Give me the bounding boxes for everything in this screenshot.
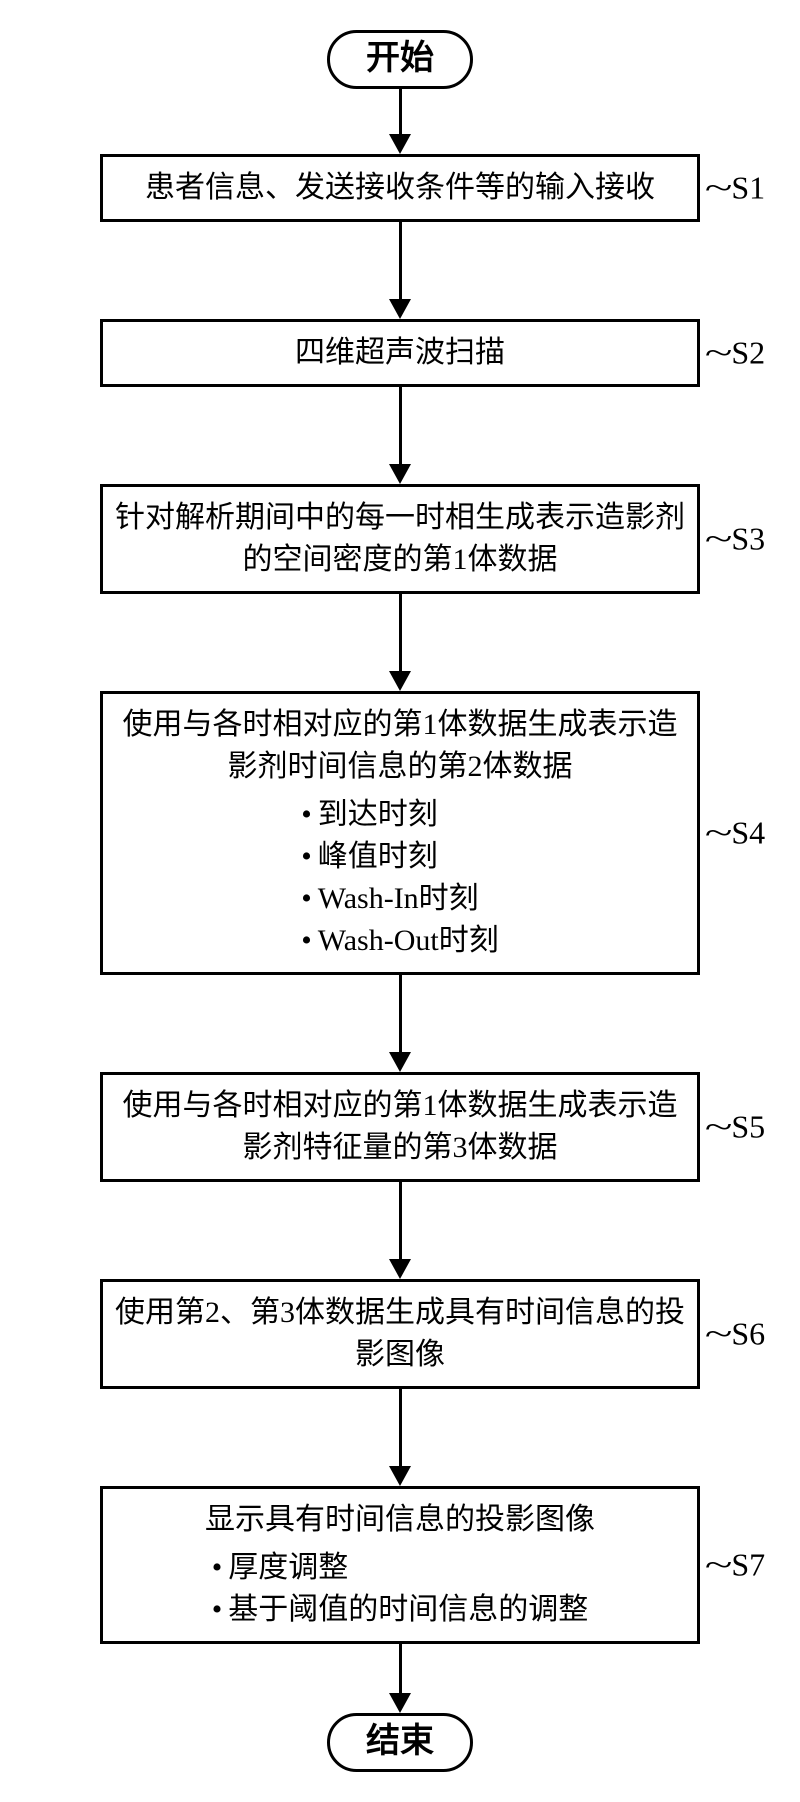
process-s2: 四维超声波扫描 — [100, 319, 700, 387]
process-text: 使用第2、第3体数据生成具有时间信息的投影图像 — [115, 1292, 685, 1376]
step-label: ~S4 — [710, 814, 765, 851]
process-s6: 使用第2、第3体数据生成具有时间信息的投影图像 — [100, 1279, 700, 1389]
bullet-item: 峰值时刻 — [301, 836, 498, 878]
process-text: 患者信息、发送接收条件等的输入接收 — [115, 167, 685, 209]
process-text: 四维超声波扫描 — [115, 332, 685, 374]
step-label: ~S6 — [710, 1315, 765, 1352]
arrow — [389, 1182, 411, 1279]
arrow — [389, 387, 411, 484]
process-s5: 使用与各时相对应的第1体数据生成表示造影剂特征量的第3体数据 — [100, 1072, 700, 1182]
process-s3: 针对解析期间中的每一时相生成表示造影剂的空间密度的第1体数据 — [100, 484, 700, 594]
arrow — [389, 89, 411, 154]
terminator-start: 开始 — [327, 30, 473, 89]
step-id: S6 — [731, 1315, 765, 1352]
step-row: 四维超声波扫描 ~S2 — [40, 319, 760, 387]
process-s4: 使用与各时相对应的第1体数据生成表示造影剂时间信息的第2体数据 到达时刻 峰值时… — [100, 691, 700, 975]
bullet-item: 厚度调整 — [212, 1547, 589, 1589]
process-s1: 患者信息、发送接收条件等的输入接收 — [100, 154, 700, 222]
flowchart-container: 开始 患者信息、发送接收条件等的输入接收 ~S1 四维超声波扫描 ~S2 针对解… — [40, 30, 760, 1772]
step-label: ~S2 — [710, 334, 765, 371]
arrow — [389, 594, 411, 691]
step-row: 使用与各时相对应的第1体数据生成表示造影剂特征量的第3体数据 ~S5 — [40, 1072, 760, 1182]
process-text: 使用与各时相对应的第1体数据生成表示造影剂时间信息的第2体数据 — [115, 704, 685, 788]
terminator-end: 结束 — [327, 1713, 473, 1772]
process-text: 显示具有时间信息的投影图像 — [115, 1499, 685, 1541]
step-id: S2 — [731, 334, 765, 371]
arrow — [389, 975, 411, 1072]
arrow — [389, 1389, 411, 1486]
step-row: 显示具有时间信息的投影图像 厚度调整 基于阈值的时间信息的调整 ~S7 — [40, 1486, 760, 1644]
step-label: ~S3 — [710, 520, 765, 557]
bullet-item: 基于阈值的时间信息的调整 — [212, 1589, 589, 1631]
step-id: S4 — [731, 814, 765, 851]
step-label: ~S5 — [710, 1108, 765, 1145]
bullet-item: 到达时刻 — [301, 794, 498, 836]
bullet-list: 到达时刻 峰值时刻 Wash-In时刻 Wash-Out时刻 — [301, 794, 498, 962]
step-id: S3 — [731, 520, 765, 557]
process-text: 使用与各时相对应的第1体数据生成表示造影剂特征量的第3体数据 — [115, 1085, 685, 1169]
step-id: S5 — [731, 1108, 765, 1145]
bullet-item: Wash-In时刻 — [301, 878, 498, 920]
step-row: 使用第2、第3体数据生成具有时间信息的投影图像 ~S6 — [40, 1279, 760, 1389]
process-text: 针对解析期间中的每一时相生成表示造影剂的空间密度的第1体数据 — [115, 497, 685, 581]
step-row: 使用与各时相对应的第1体数据生成表示造影剂时间信息的第2体数据 到达时刻 峰值时… — [40, 691, 760, 975]
arrow — [389, 222, 411, 319]
step-id: S1 — [731, 169, 765, 206]
step-id: S7 — [731, 1546, 765, 1583]
step-row: 针对解析期间中的每一时相生成表示造影剂的空间密度的第1体数据 ~S3 — [40, 484, 760, 594]
arrow — [389, 1644, 411, 1713]
step-row: 患者信息、发送接收条件等的输入接收 ~S1 — [40, 154, 760, 222]
process-s7: 显示具有时间信息的投影图像 厚度调整 基于阈值的时间信息的调整 — [100, 1486, 700, 1644]
step-label: ~S7 — [710, 1546, 765, 1583]
bullet-list: 厚度调整 基于阈值的时间信息的调整 — [212, 1547, 589, 1631]
step-label: ~S1 — [710, 169, 765, 206]
bullet-item: Wash-Out时刻 — [301, 920, 498, 962]
